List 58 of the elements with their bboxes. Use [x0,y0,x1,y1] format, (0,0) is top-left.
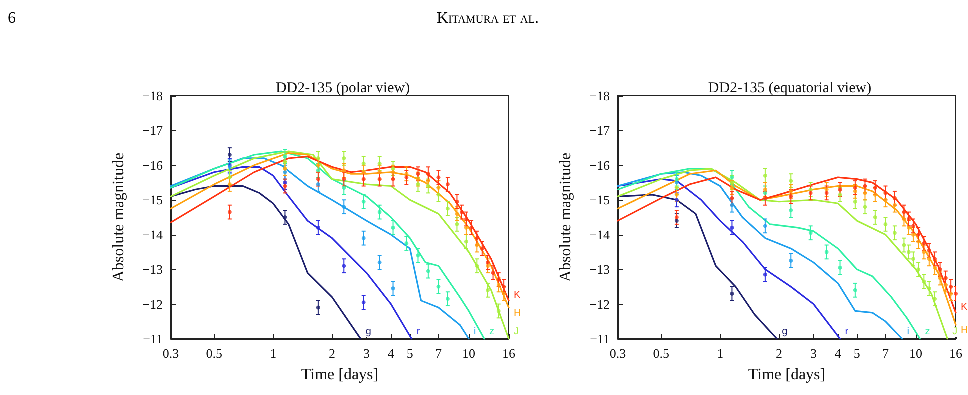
y-tick-label: −17 [590,123,610,138]
x-tick-label: 3 [810,346,817,361]
series-label: r [416,326,421,338]
x-tick-label: 0.3 [162,346,180,361]
y-tick-label: −16 [142,158,164,173]
y-tick-label: −11 [590,332,610,346]
y-tick-label: −13 [590,262,610,278]
x-tick-label: 16 [950,346,963,361]
y-tick-label: −18 [142,88,163,104]
x-tick-label: 4 [388,346,395,361]
x-tick-label: 0.5 [653,346,670,361]
series-label: z [925,326,930,338]
chart-title: DD2-135 (polar view) [276,80,410,96]
chart-title: DD2-135 (equatorial view) [708,80,872,96]
y-tick-label: −14 [142,227,164,242]
x-tick-label: 2 [776,346,782,361]
y-tick-label: −15 [142,192,163,208]
y-tick-label: −17 [142,123,164,138]
series-label: K [514,290,521,301]
y-tick-label: −14 [590,227,610,242]
series-label: g [366,326,372,338]
series-label: H [961,325,968,336]
text: Kitamura et al. [436,10,540,27]
x-axis-title: Time [days] [301,366,379,384]
x-tick-label: 3 [363,346,370,361]
y-tick-label: −18 [590,88,610,104]
y-axis-title: Absolute magnitude [110,152,128,282]
series-label: z [490,326,495,338]
series-label: K [961,302,968,313]
y-tick-label: −12 [142,296,163,312]
x-tick-label: 2 [329,346,336,361]
x-tick-label: 4 [834,346,842,361]
series-label: H [514,308,522,319]
x-tick-label: 10 [910,346,923,361]
series-label: r [845,326,850,338]
x-tick-label: 0.3 [610,346,626,361]
series-label: i [474,326,476,338]
y-tick-label: −11 [143,332,163,346]
x-axis-title: Time [days] [748,366,826,384]
x-tick-label: 16 [502,346,516,361]
y-tick-label: −12 [590,296,610,312]
x-tick-label: 5 [854,346,860,361]
x-tick-label: 0.5 [206,346,223,361]
text: 6 [8,10,16,28]
y-tick-label: −16 [590,158,610,173]
x-tick-label: 1 [717,346,724,361]
x-tick-label: 10 [462,346,476,361]
series-label: g [782,326,788,338]
x-tick-label: 7 [435,346,442,361]
x-tick-label: 5 [406,346,414,361]
x-tick-label: 1 [270,346,277,361]
series-label: J [514,326,519,338]
y-tick-label: −13 [142,262,163,278]
x-tick-label: 7 [882,346,890,361]
y-axis-title: Absolute magnitude [558,152,574,282]
y-tick-label: −15 [590,192,610,208]
series-label: i [907,326,910,338]
series-label: J [952,326,958,338]
